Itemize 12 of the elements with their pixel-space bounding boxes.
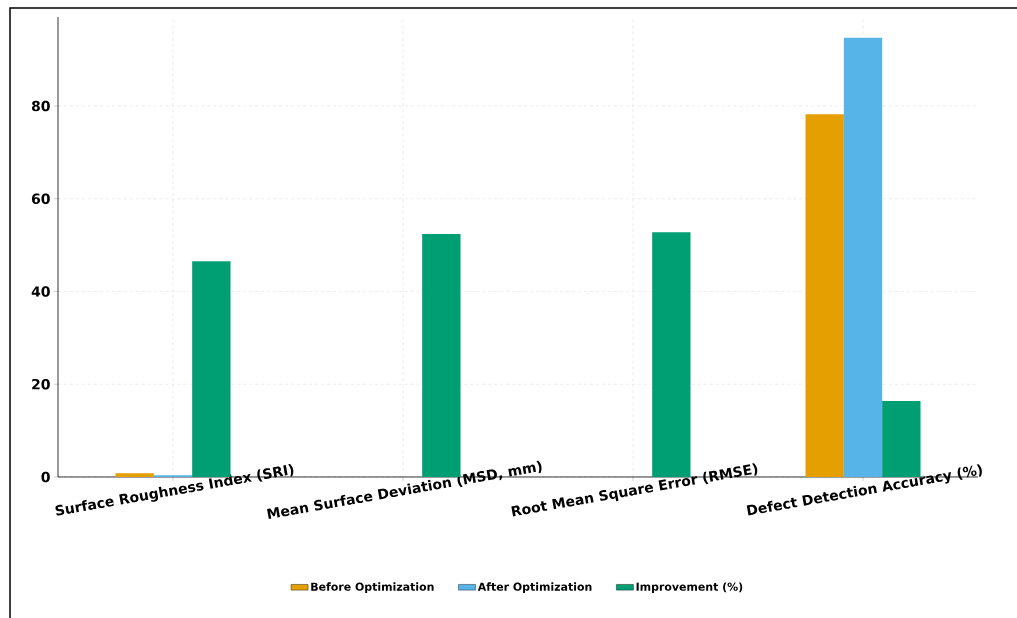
legend-label: Improvement (%): [636, 582, 743, 593]
y-tick-label: 0: [41, 471, 50, 483]
legend-label: Before Optimization: [311, 582, 434, 593]
y-tick-label: 80: [31, 100, 50, 112]
y-tick-label: 20: [32, 378, 50, 390]
bar: [115, 473, 154, 477]
y-tick-label: 60: [31, 193, 50, 205]
bar: [843, 37, 883, 477]
legend-label: After Optimization: [477, 582, 592, 593]
bar: [805, 114, 844, 477]
bar: [652, 232, 691, 477]
y-tick-label: 40: [31, 286, 50, 297]
